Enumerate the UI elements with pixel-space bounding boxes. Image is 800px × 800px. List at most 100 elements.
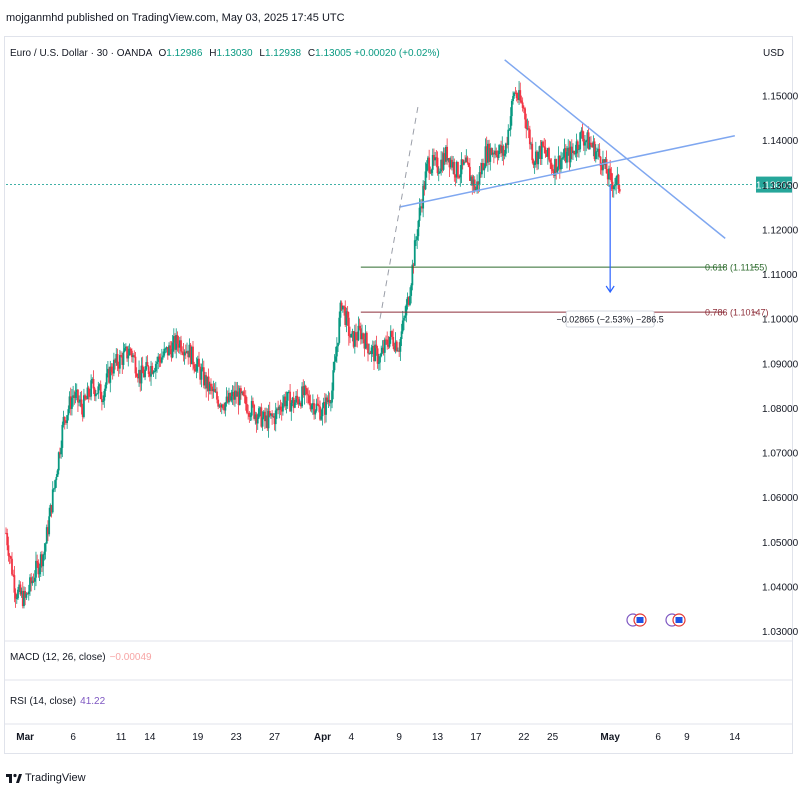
candle-body xyxy=(220,404,223,408)
candle-body xyxy=(183,351,186,356)
tradingview-logo[interactable]: TradingView xyxy=(6,772,86,784)
macd-pane-label[interactable]: MACD (12, 26, close) −0.00049 xyxy=(10,652,152,663)
candle-body xyxy=(93,388,96,397)
candle-body xyxy=(383,339,386,353)
candle-body xyxy=(18,584,21,590)
candle-body xyxy=(243,395,246,397)
candle-body xyxy=(309,403,312,410)
candle-body xyxy=(403,317,405,321)
candle-body xyxy=(188,344,191,358)
candle-body xyxy=(495,150,498,156)
candle-body xyxy=(329,402,332,404)
time-tick-label: 9 xyxy=(396,732,402,743)
candle-body xyxy=(608,168,610,180)
rsi-pane-label[interactable]: RSI (14, close) 41.22 xyxy=(10,696,105,707)
candle-body xyxy=(162,355,164,358)
candle-body xyxy=(375,344,378,349)
candle-body xyxy=(388,336,391,347)
candle-body xyxy=(519,90,522,101)
candle-body xyxy=(157,356,160,362)
candle-body xyxy=(616,174,619,178)
candle-body xyxy=(539,146,542,159)
low-label: L xyxy=(259,48,265,59)
candle-body xyxy=(124,346,127,349)
candle-body xyxy=(170,348,173,358)
candle-body xyxy=(61,424,64,448)
candle-body xyxy=(178,340,181,348)
candle-body xyxy=(283,396,286,404)
candle-body xyxy=(566,151,568,163)
candle-body xyxy=(153,371,156,372)
candle-body xyxy=(579,132,582,150)
candle-body xyxy=(287,391,290,393)
candle-body xyxy=(320,416,323,420)
candle-body xyxy=(122,351,125,365)
candle-body xyxy=(533,162,536,165)
candle-body xyxy=(308,395,311,404)
candle-body xyxy=(73,395,76,398)
candle-body xyxy=(156,361,158,364)
candle-body xyxy=(41,554,43,567)
candle-body xyxy=(21,591,24,607)
candle-body xyxy=(31,580,34,584)
candle-body xyxy=(323,402,326,415)
candle-body xyxy=(65,420,67,424)
candle-body xyxy=(602,159,604,171)
candle-body xyxy=(460,159,463,175)
candle-body xyxy=(605,159,608,174)
candle-body xyxy=(436,157,439,174)
candle-body xyxy=(96,393,99,395)
measure-arrow-head xyxy=(605,285,615,294)
candle-body xyxy=(548,148,550,160)
candle-body xyxy=(440,159,443,172)
candle-body xyxy=(594,151,597,160)
candle-body xyxy=(445,146,447,162)
candle-body xyxy=(315,403,318,411)
candle-body xyxy=(333,361,336,371)
candle-body xyxy=(418,207,421,221)
candle-body xyxy=(479,172,482,175)
candle-body xyxy=(126,346,128,359)
candle-body xyxy=(236,391,239,397)
candle-body xyxy=(380,352,383,357)
candle-body xyxy=(332,370,335,391)
candle-body xyxy=(266,415,269,429)
candle-body xyxy=(397,350,399,352)
candle-body xyxy=(573,150,576,154)
candle-body xyxy=(522,107,525,109)
candle-body xyxy=(72,395,75,398)
candle-body xyxy=(148,374,151,377)
candle-body xyxy=(385,339,387,341)
candle-body xyxy=(453,161,456,175)
change-value: +0.00020 (+0.02%) xyxy=(354,48,440,59)
candle-body xyxy=(474,189,477,191)
candle-body xyxy=(551,169,554,171)
price-tick-label: 1.06000 xyxy=(762,493,799,504)
candle-body xyxy=(53,488,55,490)
candle-body xyxy=(364,332,367,349)
candle-body xyxy=(264,411,266,422)
candle-body xyxy=(617,174,620,190)
candle-body xyxy=(90,380,93,397)
candle-body xyxy=(68,396,71,410)
currency-label[interactable]: USD xyxy=(763,48,785,59)
candle-body xyxy=(175,335,178,350)
candle-body xyxy=(341,305,344,310)
candle-body xyxy=(273,416,276,425)
candle-body xyxy=(546,148,549,157)
candle-body xyxy=(381,347,384,353)
candle-body xyxy=(433,154,435,161)
candle-body xyxy=(225,396,228,403)
candle-body xyxy=(212,388,215,392)
time-tick-label: 17 xyxy=(470,732,482,743)
price-tick-label: 1.13000 xyxy=(762,181,799,192)
candle-body xyxy=(598,148,601,157)
candle-body xyxy=(30,577,33,584)
symbol-legend[interactable]: Euro / U.S. Dollar · 30 · OANDA O1.12986… xyxy=(10,48,440,59)
candle-body xyxy=(467,163,470,167)
candle-body xyxy=(395,341,398,352)
candle-body xyxy=(219,405,222,408)
candle-body xyxy=(194,368,197,372)
candle-body xyxy=(401,320,404,332)
